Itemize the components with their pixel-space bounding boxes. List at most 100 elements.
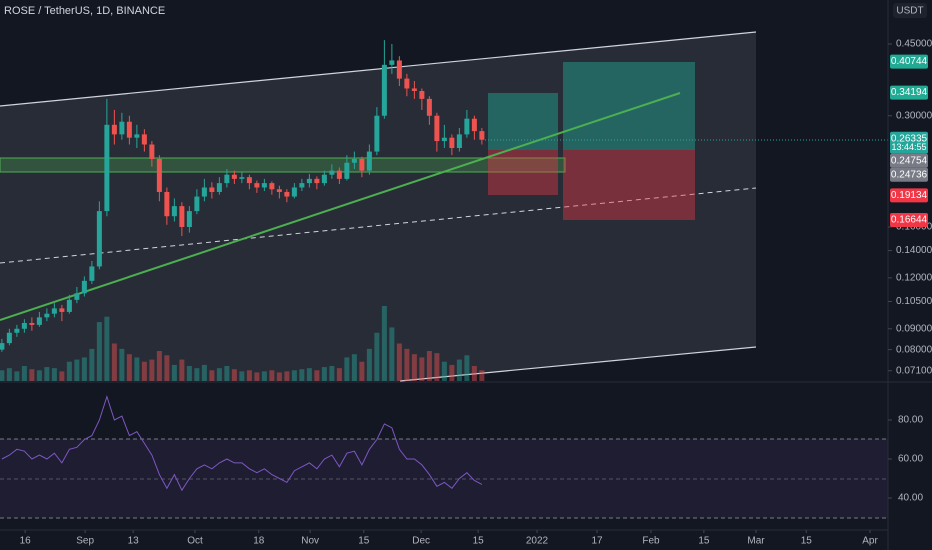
y-tick-label: 0.12000 [896,273,932,284]
y-tick-label: 0.07100 [896,365,932,376]
x-tick-label: Feb [642,536,660,547]
currency[interactable]: USDT [896,6,923,17]
candle-body [336,170,342,179]
x-tick-label: Nov [301,536,319,547]
volume-bar [59,371,65,381]
volume-bar [44,367,50,381]
candle-body [0,343,5,350]
x-tick-label: 16 [20,536,32,547]
currency-button[interactable] [893,3,927,18]
countdown: 13:44:55 [891,142,926,152]
volume-bar [411,354,417,381]
volume-bar [14,371,20,381]
x-tick-label: 15 [698,536,710,547]
volume-bar [141,361,147,381]
candle-body [464,118,470,135]
target-box [488,93,558,150]
volume-bar [96,322,102,381]
target-box [563,62,695,150]
candle-body [449,137,455,148]
candle-body [111,124,117,135]
y-tick-label: 0.08000 [896,344,932,355]
candle-body [374,115,380,152]
candle-body [479,131,485,140]
candle-body [456,134,462,148]
x-tick-label: Sep [76,536,94,547]
candle-body [299,183,305,188]
volume-bar [36,370,42,381]
x-tick-label: 2022 [526,536,549,547]
volume-bar [149,359,155,381]
candle-body [411,88,417,92]
candle-body [216,183,222,192]
candle-body [149,144,155,159]
candle-body [171,206,177,217]
price-tag [890,153,928,168]
channel-lower [399,346,757,382]
candle-body [164,191,170,217]
candle-body [141,134,147,145]
candle-body [81,280,87,294]
volume-bar [29,369,35,381]
candle-body [186,211,192,227]
x-tick-label: 15 [358,536,370,547]
candle-body [201,187,207,197]
volume-bar [299,369,305,381]
volume-bar [246,370,252,381]
candle-body [224,174,230,184]
volume-bar [389,327,395,381]
x-tick-label: Oct [187,536,203,547]
volume-bar [171,364,177,381]
volume-bar [321,367,327,381]
price-tag-label: 0.26335 [891,133,928,144]
volume-bar [336,368,342,381]
volume-bar [209,370,215,381]
candle-body [426,98,432,116]
volume-bar [0,370,5,381]
candle-body [269,183,275,190]
candle-body [329,170,335,175]
candle-body [59,308,65,312]
x-tick-label: Dec [412,536,430,547]
volume-bar [201,364,207,381]
volume-bar [104,316,110,381]
volume-bar [269,370,275,381]
candle-body [314,178,320,184]
candle-body [209,187,215,192]
rsi-tick-label: 80.00 [898,415,923,426]
volume-bar [351,354,357,381]
volume-bar [164,355,170,381]
x-tick-label: 15 [473,536,485,547]
volume-bar [404,348,410,381]
rsi-tick-label: 60.00 [898,454,923,465]
candle-body [389,60,395,65]
volume-bar [6,368,12,381]
volume-bar [134,357,140,381]
volume-bar [464,355,470,381]
y-tick-label: 0.10500 [896,296,932,307]
volume-bar [186,366,192,381]
trendline [0,92,681,321]
candle-body [284,191,290,197]
candle-body [381,64,387,116]
price-tag-label: 0.24754 [891,155,928,166]
candle-body [156,158,162,192]
volume-bar [471,366,477,381]
candle-body [404,78,410,89]
volume-bar [74,359,80,381]
candle-body [44,313,50,318]
stop-box [488,150,558,195]
candle-body [134,134,140,138]
channel-mid [0,187,757,264]
volume-bar [261,371,267,381]
volume-bar [359,361,365,381]
volume-bar [21,366,27,381]
price-tag-label: 0.19134 [891,190,928,201]
volume-bar [194,368,200,381]
price-tag [890,85,928,100]
volume-bar [419,357,425,381]
candle-body [29,322,35,325]
volume-bar [366,348,372,381]
volume-bar [314,370,320,381]
